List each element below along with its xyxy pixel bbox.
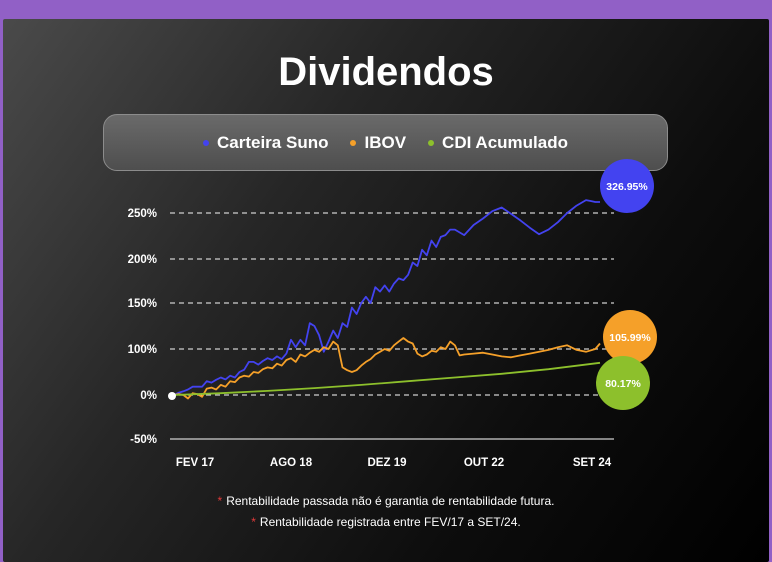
footnote-1-text: Rentabilidade passada não é garantia de … (226, 494, 555, 508)
series-line-ibov (173, 337, 601, 400)
footnote-2-text: Rentabilidade registrada entre FEV/17 a … (259, 515, 521, 529)
y-tick-label: 250% (128, 208, 157, 220)
x-tick-label: AGO 18 (270, 457, 313, 469)
x-tick-label: OUT 22 (464, 457, 504, 469)
end-value-label: 326.95% (606, 181, 648, 193)
x-tick-label: SET 24 (573, 457, 612, 469)
legend-marker (203, 139, 209, 146)
legend-label: Carteira Suno (217, 132, 329, 152)
footnote-2-star: * (251, 515, 256, 529)
footnote-2: * Rentabilidade registrada entre FEV/17 a… (0, 514, 772, 530)
y-tick-label: 0% (140, 390, 157, 402)
y-tick-label: 150% (128, 298, 157, 310)
legend-marker (428, 139, 435, 146)
legend-label: CDI Acumulado (442, 132, 568, 152)
page-title: Dividendos (278, 50, 494, 94)
origin-point (168, 392, 176, 400)
footnote-1: * Rentabilidade passada não é garantia de… (0, 493, 772, 509)
series-line-cdi-acumulado (173, 361, 601, 396)
series-line-carteira-suno (173, 199, 600, 396)
y-tick-label: -50% (130, 434, 157, 446)
end-value-badge (596, 356, 650, 410)
chart-panel (3, 19, 769, 562)
chart-legend: Carteira Suno IBOV CDI Acumulado (103, 114, 668, 171)
x-tick-label: DEZ 19 (368, 457, 407, 469)
footnote-1-star: * (217, 494, 223, 508)
end-value-badge (603, 310, 657, 364)
end-value-label: 80.17% (605, 378, 641, 390)
y-tick-label: 200% (128, 254, 157, 266)
legend-item-1: IBOV (350, 133, 406, 153)
legend-item-2: CDI Acumulado (428, 133, 568, 153)
legend-marker (350, 139, 357, 146)
end-value-label: 105.99% (609, 332, 651, 344)
y-tick-label: 100% (128, 344, 157, 356)
legend-label: IBOV (364, 132, 407, 152)
x-tick-label: FEV 17 (176, 457, 214, 469)
end-value-badge (600, 159, 654, 213)
legend-item-0: Carteira Suno (203, 133, 328, 153)
